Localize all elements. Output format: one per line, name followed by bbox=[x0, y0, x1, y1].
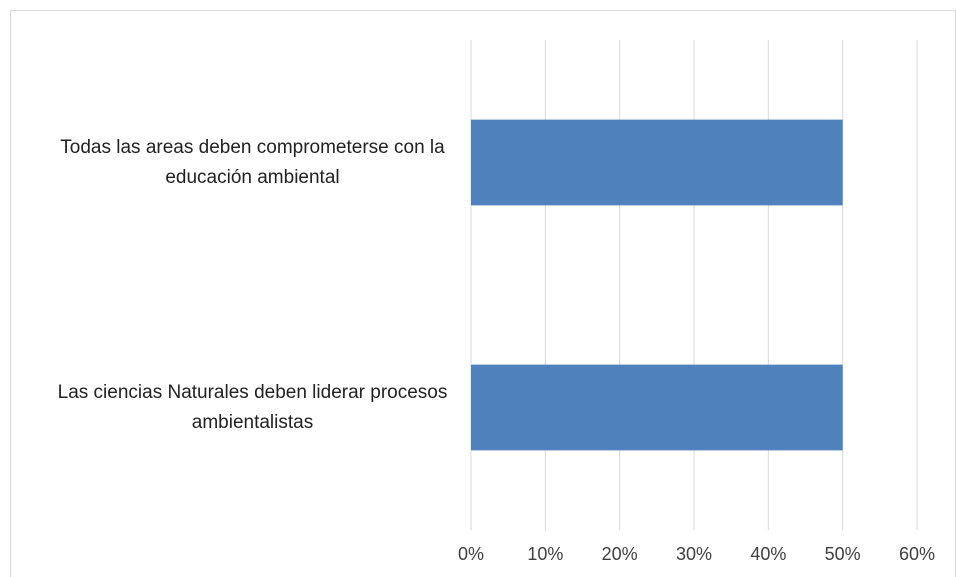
y-tick-label: Las ciencias Naturales deben liderar pro… bbox=[57, 381, 448, 433]
chart-frame bbox=[10, 10, 956, 577]
x-tick-label: 30% bbox=[676, 544, 712, 564]
x-tick-label: 50% bbox=[825, 544, 861, 564]
x-tick-label: 0% bbox=[458, 544, 484, 564]
bar bbox=[471, 364, 843, 451]
x-tick-label: 60% bbox=[899, 544, 935, 564]
y-tick-label: Todas las areas deben comprometerse con … bbox=[60, 136, 445, 188]
bar bbox=[471, 119, 843, 206]
x-tick-label: 20% bbox=[602, 544, 638, 564]
x-tick-label: 10% bbox=[527, 544, 563, 564]
x-tick-label: 40% bbox=[750, 544, 786, 564]
